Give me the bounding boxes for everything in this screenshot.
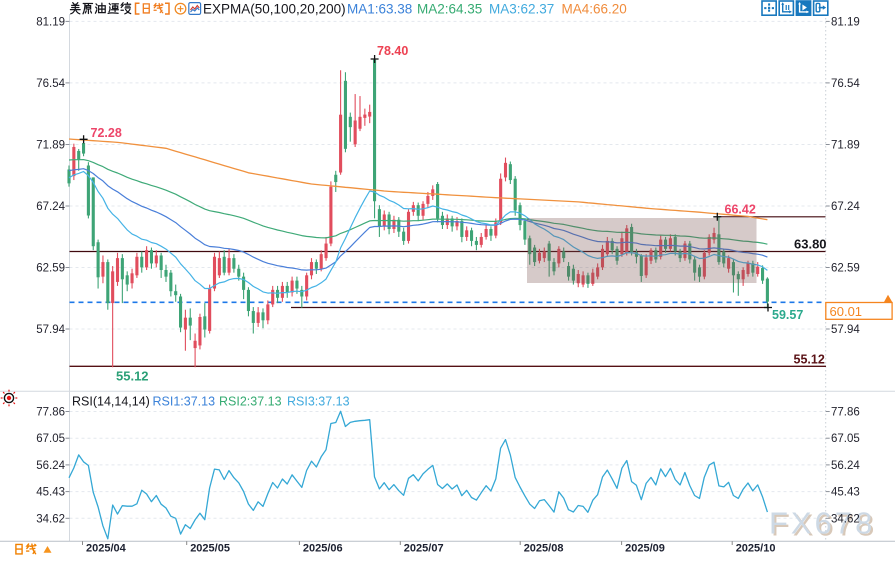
svg-text:67.05: 67.05	[831, 433, 860, 445]
svg-text:56.24: 56.24	[36, 460, 65, 472]
svg-text:72.28: 72.28	[91, 126, 122, 140]
svg-text:59.57: 59.57	[772, 308, 803, 322]
svg-text:45.43: 45.43	[831, 487, 860, 499]
svg-text:45.43: 45.43	[36, 487, 65, 499]
svg-text:81.19: 81.19	[36, 16, 65, 28]
svg-text:78.40: 78.40	[377, 44, 408, 58]
svg-text:2025/10: 2025/10	[736, 543, 776, 555]
svg-text:67.05: 67.05	[36, 433, 65, 445]
svg-text:RSI(14,14,14): RSI(14,14,14)	[72, 395, 150, 409]
svg-text:MA3:62.37: MA3:62.37	[489, 2, 554, 17]
svg-text:57.94: 57.94	[831, 324, 860, 336]
svg-text:2025/09: 2025/09	[625, 543, 665, 555]
svg-text:2025/07: 2025/07	[404, 543, 444, 555]
svg-text:81.19: 81.19	[831, 16, 860, 28]
svg-text:MA1:63.38: MA1:63.38	[347, 2, 412, 17]
svg-text:55.12: 55.12	[116, 369, 149, 384]
svg-text:67.24: 67.24	[36, 201, 65, 213]
svg-text:MA2:64.35: MA2:64.35	[417, 2, 482, 17]
svg-text:RSI3:37.13: RSI3:37.13	[287, 395, 350, 409]
svg-text:RSI1:37.13: RSI1:37.13	[153, 395, 216, 409]
svg-text:71.89: 71.89	[831, 140, 860, 152]
svg-text:RSI2:37.13: RSI2:37.13	[219, 395, 282, 409]
svg-text:34.62: 34.62	[36, 513, 65, 525]
svg-text:55.12: 55.12	[794, 353, 825, 367]
svg-text:EXPMA(50,100,20,200): EXPMA(50,100,20,200)	[203, 2, 346, 17]
svg-text:71.89: 71.89	[36, 140, 65, 152]
svg-text:57.94: 57.94	[36, 324, 65, 336]
svg-text:34.62: 34.62	[831, 513, 860, 525]
svg-text:2025/08: 2025/08	[524, 543, 564, 555]
svg-text:63.80: 63.80	[794, 237, 827, 252]
svg-text:62.59: 62.59	[36, 263, 65, 275]
svg-text:FX678: FX678	[769, 506, 875, 541]
svg-text:67.24: 67.24	[831, 201, 860, 213]
svg-text:2025/05: 2025/05	[190, 543, 230, 555]
svg-text:77.86: 77.86	[36, 407, 65, 419]
svg-text:77.86: 77.86	[831, 407, 860, 419]
svg-text:62.59: 62.59	[831, 263, 860, 275]
svg-text:2025/04: 2025/04	[86, 543, 127, 555]
svg-text:56.24: 56.24	[831, 460, 860, 472]
svg-text:2025/06: 2025/06	[303, 543, 343, 555]
svg-text:76.54: 76.54	[831, 78, 860, 90]
svg-text:76.54: 76.54	[36, 78, 65, 90]
svg-text:MA4:66.20: MA4:66.20	[562, 2, 627, 17]
svg-text:66.42: 66.42	[725, 203, 756, 217]
svg-text:60.01: 60.01	[830, 304, 863, 319]
